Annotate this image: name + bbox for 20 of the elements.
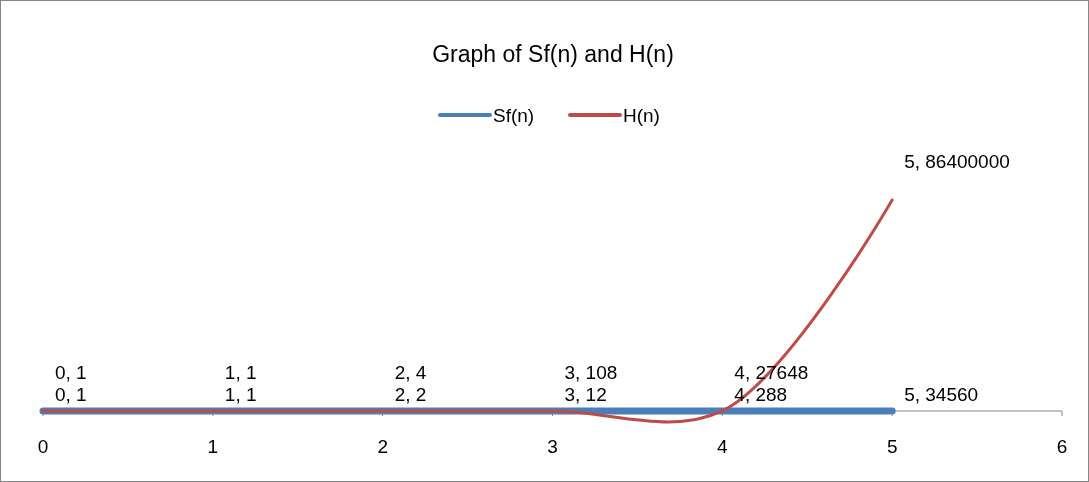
- data-label: 1, 1: [224, 362, 257, 383]
- x-tick-label: 2: [377, 436, 388, 457]
- x-tick-label: 3: [547, 436, 558, 457]
- data-label: 3, 108: [564, 362, 618, 383]
- data-label: 2, 4: [394, 362, 427, 383]
- data-label: 0, 1: [55, 362, 87, 383]
- data-label: 0, 1: [55, 384, 87, 405]
- data-label: 2, 2: [394, 384, 427, 405]
- chart-title: Graph of Sf(n) and H(n): [432, 41, 674, 67]
- legend-label: Sf(n): [493, 105, 535, 126]
- x-tick-label: 1: [207, 436, 219, 457]
- x-tick-label: 0: [37, 436, 49, 457]
- data-label: 5, 34560: [904, 383, 979, 405]
- x-tick-label: 6: [1056, 436, 1068, 457]
- legend-label: H(n): [623, 105, 660, 126]
- x-tick-label: 4: [717, 436, 729, 457]
- data-label: 5, 86400000: [904, 151, 1010, 173]
- data-label: 1, 1: [224, 384, 257, 405]
- x-tick-label: 5: [886, 436, 898, 457]
- data-label: 3, 12: [564, 384, 607, 405]
